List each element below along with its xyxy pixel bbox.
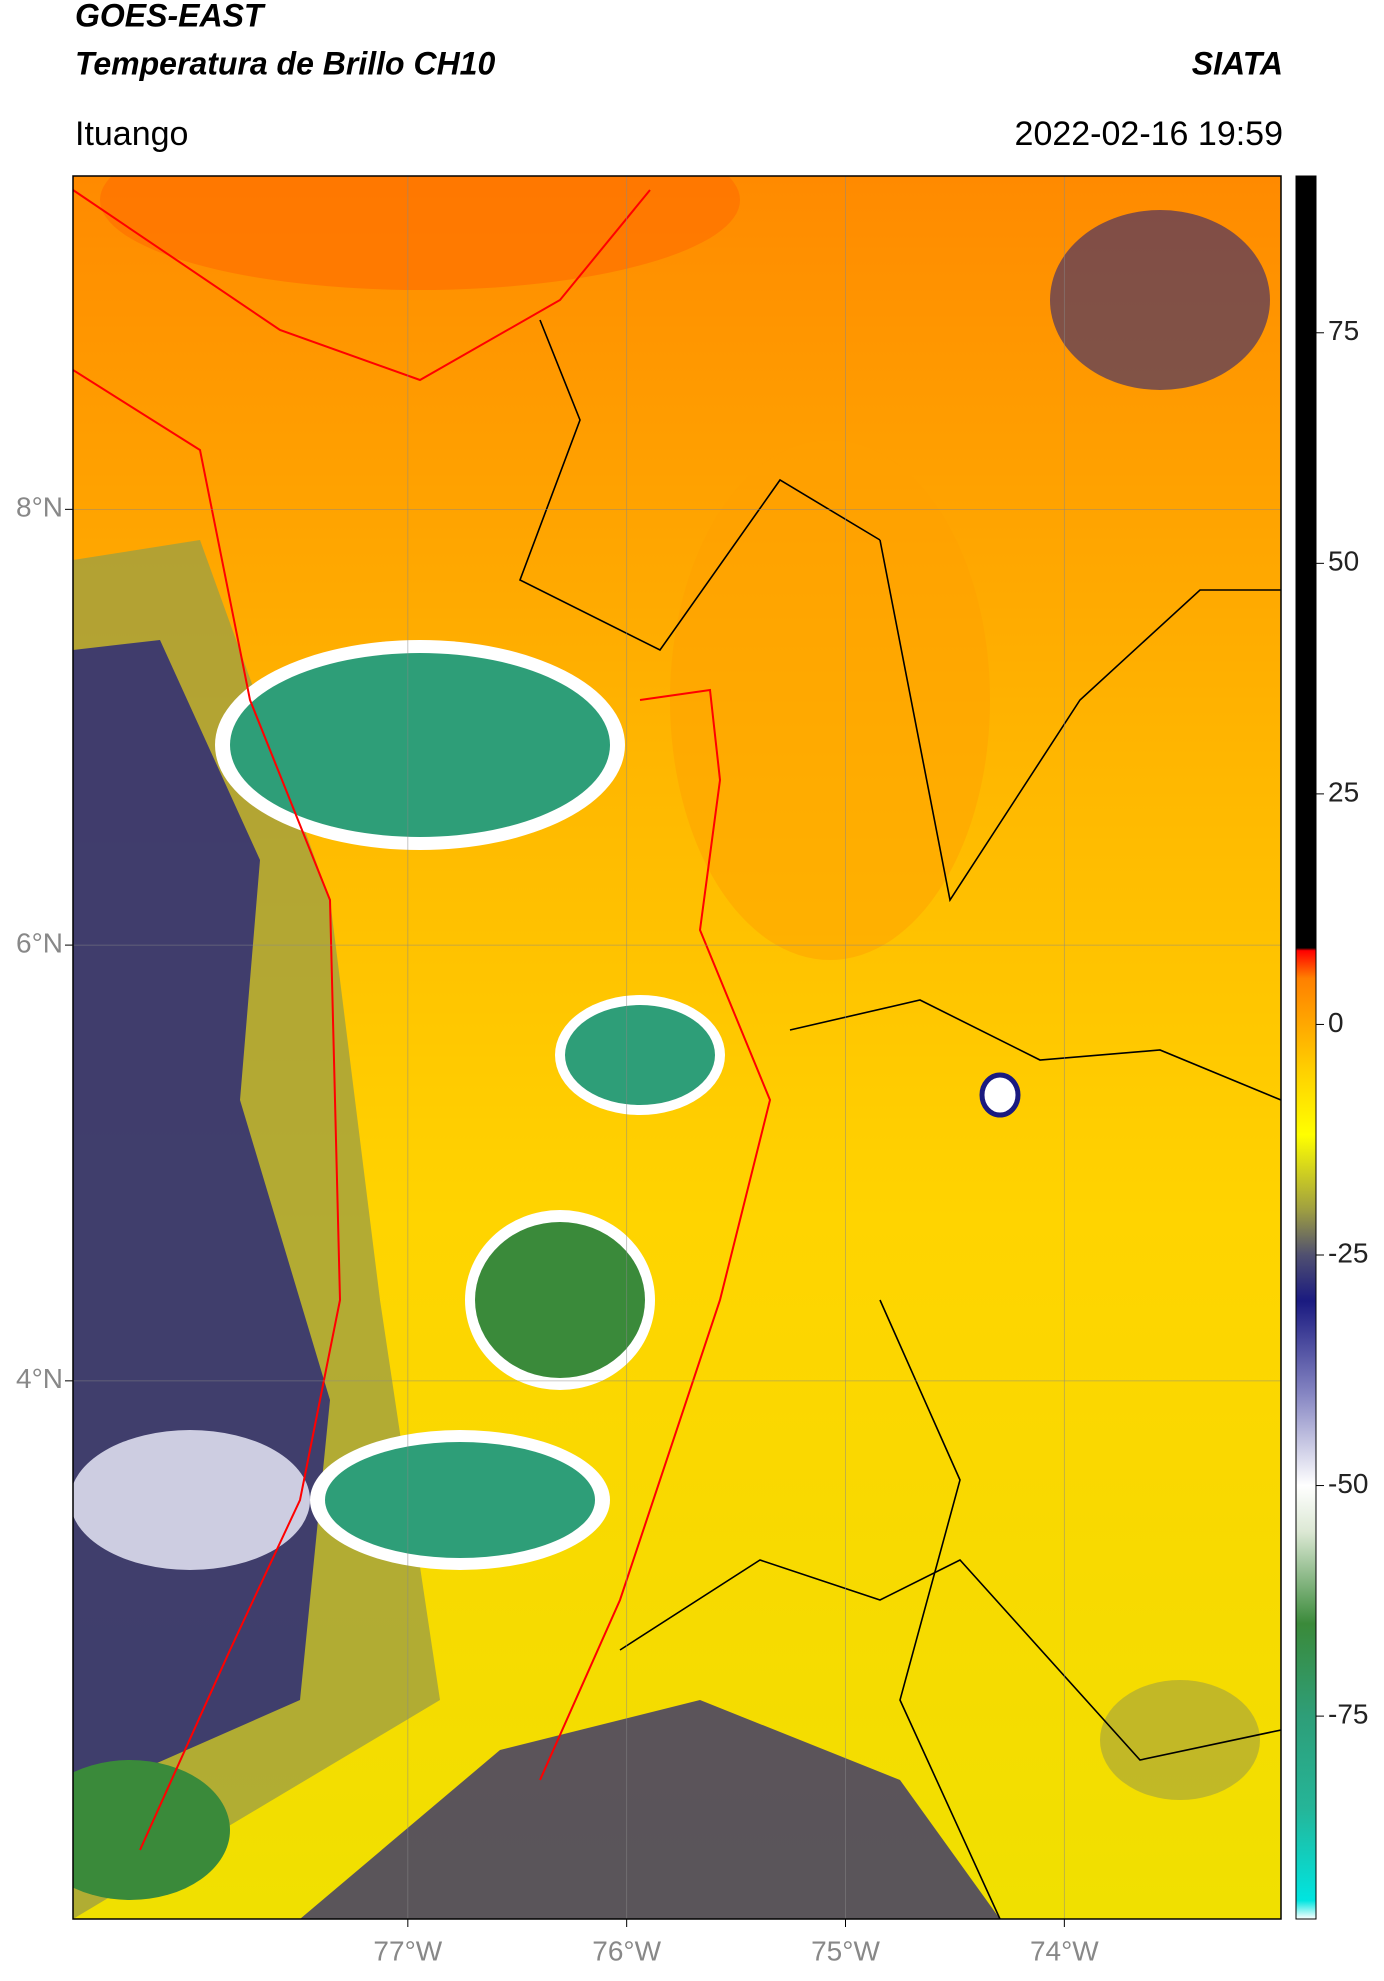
source: SIATA — [1192, 45, 1283, 81]
lat-label: 6°N — [16, 927, 63, 958]
colorbar-label: -50 — [1328, 1468, 1368, 1499]
colorbar — [1295, 175, 1317, 1920]
map-frame — [72, 175, 1282, 1920]
lon-label: 75°W — [811, 1935, 880, 1966]
colorbar-label: 0 — [1328, 1007, 1344, 1038]
colorbar-label: 50 — [1328, 546, 1359, 577]
colorbar-label: -75 — [1328, 1699, 1368, 1730]
lat-label: 8°N — [16, 492, 63, 523]
lat-label: 4°N — [16, 1363, 63, 1394]
satellite-image — [73, 176, 1281, 1919]
location: Ituango — [75, 115, 188, 153]
datetime: 2022-02-16 19:59 — [1015, 115, 1283, 153]
title: GOES-EAST — [75, 0, 266, 33]
lon-label: 74°W — [1030, 1935, 1099, 1966]
colorbar-label: 75 — [1328, 315, 1359, 346]
lon-label: 77°W — [373, 1935, 442, 1966]
lon-label: 76°W — [592, 1935, 661, 1966]
graticule — [73, 176, 1281, 1919]
colorbar-label: 25 — [1328, 776, 1359, 807]
colorbar-label: -25 — [1328, 1237, 1368, 1268]
subtitle: Temperatura de Brillo CH10 — [75, 45, 495, 81]
